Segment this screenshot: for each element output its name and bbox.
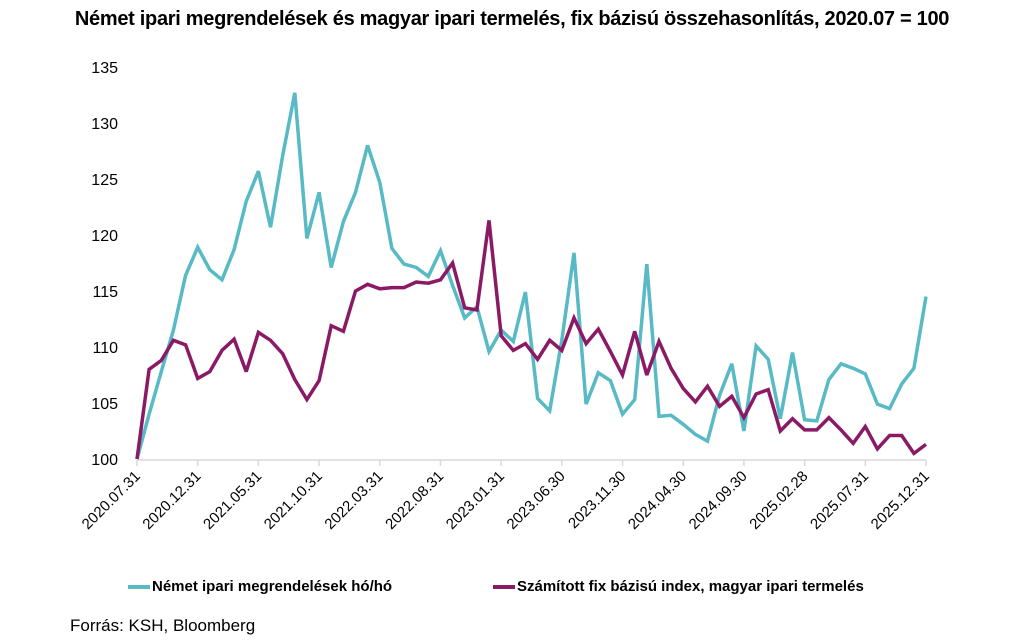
- legend-item-hungarian-production: Számított fix bázisú index, magyar ipari…: [493, 578, 864, 595]
- x-axis: 2020.07.312020.12.312021.05.312021.10.31…: [79, 459, 933, 533]
- chart-title: Német ipari megrendelések és magyar ipar…: [74, 8, 950, 30]
- y-tick-label: 120: [91, 228, 118, 245]
- y-tick-label: 135: [91, 60, 118, 77]
- x-tick-label: 2021.05.31: [200, 468, 265, 533]
- series-line-german-orders: [135, 92, 928, 460]
- series-line-hungarian-production: [135, 220, 928, 460]
- y-tick-label: 125: [91, 172, 118, 189]
- legend-swatch-purple: [493, 584, 515, 589]
- x-tick-label: 2022.08.31: [382, 468, 447, 533]
- y-axis: 100 105 110 115 120 125 130 135: [91, 60, 118, 469]
- x-tick-label: 2024.09.30: [686, 468, 751, 533]
- x-tick-label: 2025.07.31: [807, 468, 872, 533]
- y-tick-label: 110: [92, 340, 118, 357]
- y-tick-label: 130: [91, 116, 118, 133]
- y-tick-label: 100: [91, 452, 118, 469]
- legend-swatch-teal: [128, 584, 150, 589]
- x-tick-label: 2023.11.30: [565, 468, 629, 532]
- x-tick-label: 2023.01.31: [443, 468, 508, 533]
- plot-area: [135, 92, 928, 460]
- y-tick-label: 105: [91, 396, 118, 413]
- source-note: Forrás: KSH, Bloomberg: [70, 616, 256, 635]
- legend-label: Német ipari megrendelések hó/hó: [152, 578, 393, 595]
- x-tick-label: 2021.10.31: [261, 468, 326, 533]
- legend-item-german-orders: Német ipari megrendelések hó/hó: [128, 578, 392, 595]
- x-tick-label: 2020.07.31: [79, 468, 144, 533]
- x-tick-label: 2024.04.30: [625, 468, 690, 533]
- legend-label: Számított fix bázisú index, magyar ipari…: [517, 578, 864, 595]
- x-tick-label: 2025.02.28: [746, 468, 811, 533]
- x-tick-label: 2020.12.31: [139, 468, 204, 533]
- x-tick-label: 2022.03.31: [321, 468, 386, 533]
- y-tick-label: 115: [92, 284, 118, 301]
- x-tick-label: 2023.06.30: [504, 468, 569, 533]
- x-tick-label: 2025.12.31: [868, 468, 933, 533]
